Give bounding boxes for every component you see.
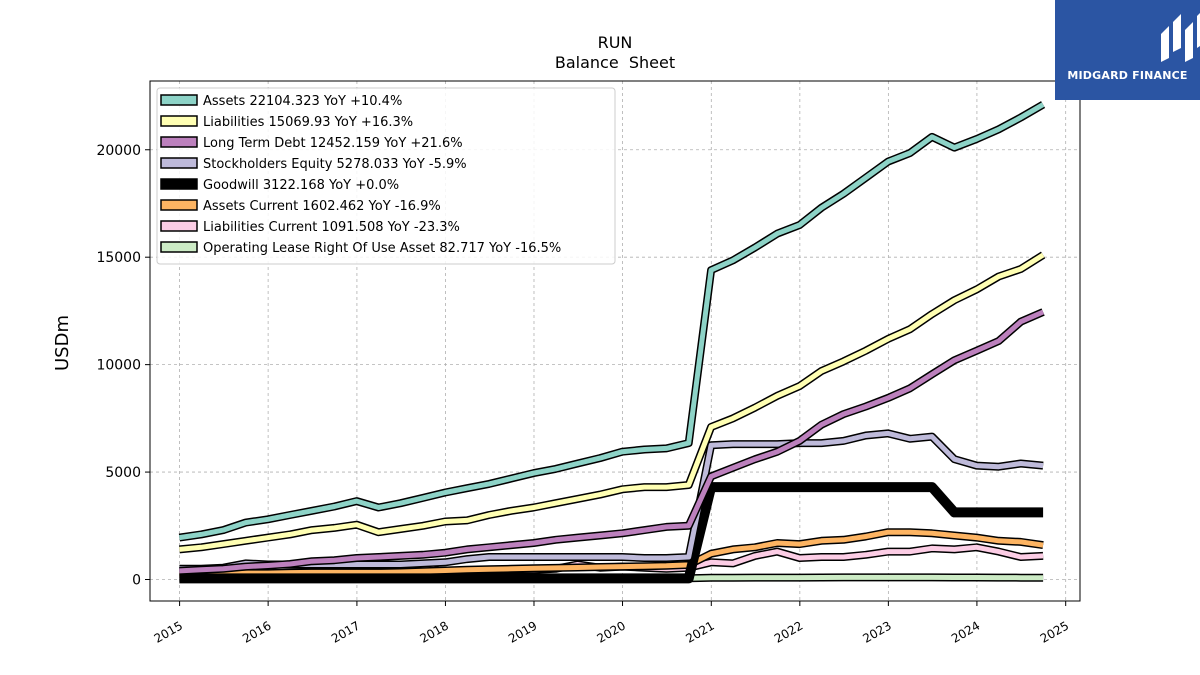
- series-line: [179, 309, 1045, 574]
- x-tick-label: 2015: [152, 618, 185, 645]
- legend-label: Operating Lease Right Of Use Asset 82.71…: [203, 241, 561, 256]
- y-tick-label: 5000: [105, 465, 141, 481]
- legend-label: Goodwill 3122.168 YoY +0.0%: [203, 178, 399, 193]
- brand-name: MIDGARD FINANCE: [1067, 69, 1188, 82]
- legend-swatch: [160, 220, 198, 232]
- series-line: [179, 529, 1044, 577]
- legend-entry: Liabilities 15069.93 YoY +16.3%: [160, 115, 413, 130]
- x-tick-label: 2019: [506, 618, 539, 645]
- legend-label: Liabilities 15069.93 YoY +16.3%: [203, 115, 413, 130]
- x-tick-label: 2016: [240, 618, 273, 645]
- legend-entry: Assets Current 1602.462 YoY -16.9%: [160, 199, 441, 214]
- legend-entry: Stockholders Equity 5278.033 YoY -5.9%: [160, 157, 467, 172]
- y-tick-label: 15000: [96, 250, 141, 266]
- legend-label: Stockholders Equity 5278.033 YoY -5.9%: [203, 157, 467, 172]
- chart-subtitle: Balance Sheet: [555, 53, 675, 72]
- legend-swatch: [160, 94, 198, 106]
- series-lines: [178, 101, 1046, 584]
- legend-entry: Long Term Debt 12452.159 YoY +21.6%: [160, 136, 463, 151]
- legend-label: Assets 22104.323 YoY +10.4%: [203, 94, 402, 109]
- y-tick-label: 0: [132, 573, 141, 589]
- legend-swatch: [160, 136, 198, 148]
- legend-swatch: [160, 115, 198, 127]
- x-tick-label: 2023: [860, 618, 893, 645]
- series-fdb462: [179, 528, 1044, 579]
- legend-entry: Liabilities Current 1091.508 YoY -23.3%: [160, 220, 460, 235]
- series-000000: [179, 482, 1044, 584]
- legend-swatch: [160, 178, 198, 190]
- series-line: [179, 252, 1045, 552]
- x-tick-label: 2020: [595, 618, 628, 645]
- brand-emblem-icon: [1161, 13, 1200, 62]
- series-ffffb3: [179, 251, 1046, 554]
- series-8dd3c7: [178, 101, 1046, 542]
- legend-swatch: [160, 199, 198, 211]
- y-tick-label: 10000: [96, 358, 141, 374]
- x-tick-label: 2021: [683, 618, 716, 645]
- series-line: [179, 102, 1045, 541]
- y-tick-label: 20000: [96, 143, 141, 159]
- legend-swatch: [160, 241, 198, 253]
- brand-logo: MIDGARD FINANCE: [1055, 0, 1200, 100]
- x-tick-label: 2025: [1038, 618, 1071, 645]
- y-axis-ticks: 0 5000 10000 15000 20000: [96, 143, 150, 589]
- plot-frame: [149, 80, 1081, 602]
- legend-entry: Operating Lease Right Of Use Asset 82.71…: [160, 241, 561, 256]
- series-bc80bd: [179, 308, 1045, 575]
- legend: Assets 22104.323 YoY +10.4% Liabilities 1…: [156, 87, 616, 265]
- series-outline: [179, 251, 1046, 554]
- x-tick-label: 2017: [329, 618, 362, 645]
- legend-entry: Goodwill 3122.168 YoY +0.0%: [160, 178, 399, 193]
- legend-box: [156, 87, 616, 265]
- x-tick-label: 2022: [772, 618, 805, 645]
- x-tick-label: 2024: [949, 618, 982, 645]
- legend-label: Assets Current 1602.462 YoY -16.9%: [203, 199, 441, 214]
- chart-title: RUN: [598, 33, 633, 52]
- y-axis-label: USDm: [52, 315, 73, 371]
- x-tick-label: 2018: [417, 618, 450, 645]
- x-axis-ticks: 2015 2016 2017 2018 2019 2020 2021 2022 2023 2024…: [152, 601, 1071, 646]
- legend-swatch: [160, 157, 198, 169]
- series-line: [179, 482, 1044, 584]
- legend-label: Liabilities Current 1091.508 YoY -23.3%: [203, 220, 460, 235]
- legend-label: Long Term Debt 12452.159 YoY +21.6%: [203, 136, 463, 151]
- legend-entry: Assets 22104.323 YoY +10.4%: [160, 94, 402, 109]
